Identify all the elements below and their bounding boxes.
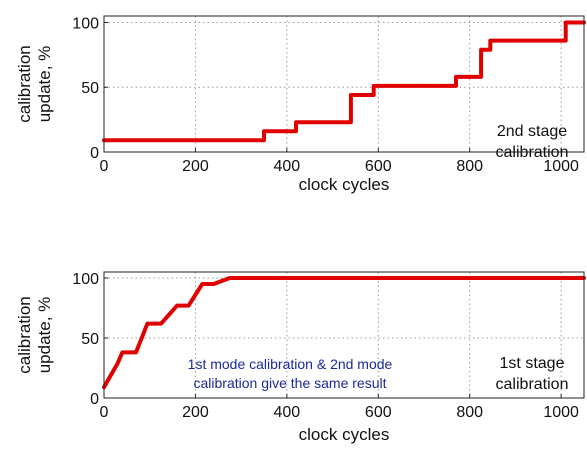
series-line: [102, 20, 586, 143]
y-tick-label: 100: [72, 15, 99, 32]
y-axis-label-line: update, %: [35, 46, 54, 123]
x-tick-label: 400: [274, 404, 301, 421]
y-axis-label: calibrationupdate, %: [15, 45, 54, 123]
x-axis-label: clock cycles: [299, 425, 390, 444]
plot-frame: [103, 15, 585, 153]
y-axis-label: calibrationupdate, %: [15, 296, 54, 374]
x-tick-label: 200: [182, 158, 209, 175]
x-tick-label: 400: [274, 158, 301, 175]
x-tick-label: 800: [456, 158, 483, 175]
x-tick-label: 1000: [543, 404, 579, 421]
x-tick-label: 600: [365, 158, 392, 175]
x-axis-label: clock cycles: [299, 175, 390, 194]
y-axis-label-line: calibration: [15, 45, 34, 123]
x-tick-label: 0: [100, 158, 109, 175]
stage-annotation-line: calibration: [496, 144, 569, 161]
y-tick-label: 50: [81, 80, 99, 97]
y-axis-label-line: calibration: [15, 296, 34, 374]
mode-note-line: 1st mode calibration & 2nd mode: [188, 356, 393, 372]
y-tick-label: 50: [81, 331, 99, 348]
y-tick-label: 100: [72, 271, 99, 288]
stage-annotation-line: 2nd stage: [497, 123, 567, 140]
x-tick-label: 0: [100, 404, 109, 421]
x-tick-label: 600: [365, 404, 392, 421]
stage-annotation: 2nd stage calibration: [496, 123, 569, 161]
stage-annotation-line: 1st stage: [500, 355, 565, 372]
x-tick-label: 1000: [543, 158, 579, 175]
chart-panel-top: 0 200 400 600 800 1000 0 50 100 clock cycles calib…: [15, 15, 586, 194]
mode-note-line: calibration give the same result: [194, 375, 387, 391]
mode-note: 1st mode calibration & 2nd mode calibrati…: [188, 356, 393, 391]
stage-annotation-line: calibration: [496, 376, 569, 393]
series-line: [102, 276, 586, 390]
y-tick-label: 0: [90, 145, 99, 162]
x-tick-label: 800: [456, 404, 483, 421]
y-tick-label: 0: [90, 391, 99, 408]
y-axis-label-line: update, %: [35, 297, 54, 374]
stage-annotation: 1st stage calibration: [496, 355, 569, 393]
plot-frame: [103, 271, 585, 399]
x-tick-label: 200: [182, 404, 209, 421]
chart-panel-bottom: 0 200 400 600 800 1000 0 50 100 clock cycles calib…: [15, 271, 586, 444]
